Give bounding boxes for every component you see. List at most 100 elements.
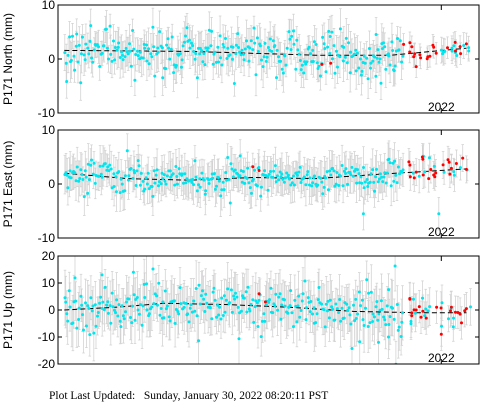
final-point: [308, 310, 312, 314]
final-point: [75, 326, 79, 330]
final-point: [248, 186, 252, 190]
final-point: [203, 63, 207, 67]
final-point: [239, 309, 243, 313]
final-point: [157, 281, 161, 285]
final-point: [147, 187, 151, 191]
final-point: [391, 161, 395, 165]
final-point: [164, 307, 168, 311]
final-point: [68, 305, 72, 309]
rapid-point: [408, 163, 412, 167]
final-point: [265, 55, 269, 59]
rapid-point: [446, 46, 449, 50]
final-point: [117, 41, 121, 45]
final-point: [86, 304, 90, 308]
final-point: [137, 312, 141, 316]
final-point: [302, 71, 306, 75]
final-point: [151, 267, 155, 271]
final-point: [278, 292, 282, 296]
final-point: [132, 47, 136, 51]
final-point: [120, 50, 124, 54]
final-point: [400, 60, 404, 64]
final-point: [83, 58, 87, 62]
final-point: [217, 176, 221, 180]
final-point: [269, 170, 272, 173]
final-point: [73, 171, 77, 175]
final-point: [369, 172, 373, 176]
final-point: [280, 303, 284, 307]
final-point: [137, 164, 141, 168]
final-point: [161, 177, 165, 181]
rapid-point: [453, 310, 457, 314]
final-point: [179, 302, 183, 306]
rapid-point: [458, 312, 462, 316]
final-point: [279, 317, 283, 321]
final-point: [212, 286, 216, 290]
final-point: [292, 325, 295, 329]
final-point: [343, 55, 347, 59]
final-point: [236, 172, 240, 176]
final-point: [240, 48, 244, 52]
final-point: [139, 303, 142, 307]
final-point: [358, 340, 362, 344]
final-point: [90, 158, 93, 162]
final-point: [105, 303, 109, 307]
final-point: [129, 64, 133, 68]
final-point: [228, 201, 232, 205]
final-point: [397, 325, 401, 329]
final-point: [191, 177, 194, 181]
final-point: [344, 172, 348, 175]
final-point: [98, 301, 102, 305]
final-point: [392, 68, 395, 72]
final-point: [348, 71, 352, 75]
final-point: [338, 55, 342, 59]
rapid-point: [454, 49, 457, 53]
rapid-point: [408, 41, 412, 45]
final-point: [328, 169, 332, 173]
final-point: [400, 170, 404, 174]
final-point: [82, 195, 86, 199]
final-point: [381, 180, 385, 184]
final-point: [194, 287, 198, 290]
final-point: [65, 173, 69, 177]
final-point: [207, 178, 211, 182]
final-point: [398, 39, 402, 43]
final-point: [316, 183, 320, 187]
final-point: [287, 30, 291, 34]
final-point: [82, 53, 86, 57]
final-point: [79, 52, 83, 56]
rapid-point: [402, 42, 406, 46]
final-point: [200, 171, 204, 175]
final-point: [300, 63, 304, 67]
final-point: [383, 171, 387, 175]
final-point: [285, 171, 289, 175]
final-point: [326, 299, 330, 303]
final-point: [132, 293, 136, 297]
final-point: [255, 184, 259, 188]
north-error-bars: [63, 7, 470, 101]
final-point: [282, 180, 286, 184]
final-point: [117, 170, 121, 174]
final-point: [218, 34, 222, 38]
final-point: [262, 55, 266, 59]
final-point: [103, 162, 107, 166]
final-point: [384, 67, 388, 71]
final-point: [217, 60, 221, 64]
final-point: [246, 285, 250, 289]
y-tick-label: 20: [42, 249, 56, 263]
final-point: [392, 317, 396, 321]
final-point: [288, 177, 291, 181]
up-panel: -20 -10 0 10 20 2022 P171 Up (mm): [1, 249, 480, 371]
final-point: [132, 168, 136, 172]
final-point: [234, 43, 238, 47]
final-point: [326, 45, 330, 49]
final-point: [304, 62, 308, 66]
final-point: [129, 316, 132, 319]
rapid-point: [464, 167, 468, 171]
final-point: [289, 289, 293, 293]
final-point: [283, 298, 286, 302]
final-point: [213, 50, 217, 54]
rapid-point: [420, 155, 424, 159]
final-point: [130, 321, 134, 325]
final-point: [173, 321, 177, 325]
final-point: [462, 44, 466, 47]
